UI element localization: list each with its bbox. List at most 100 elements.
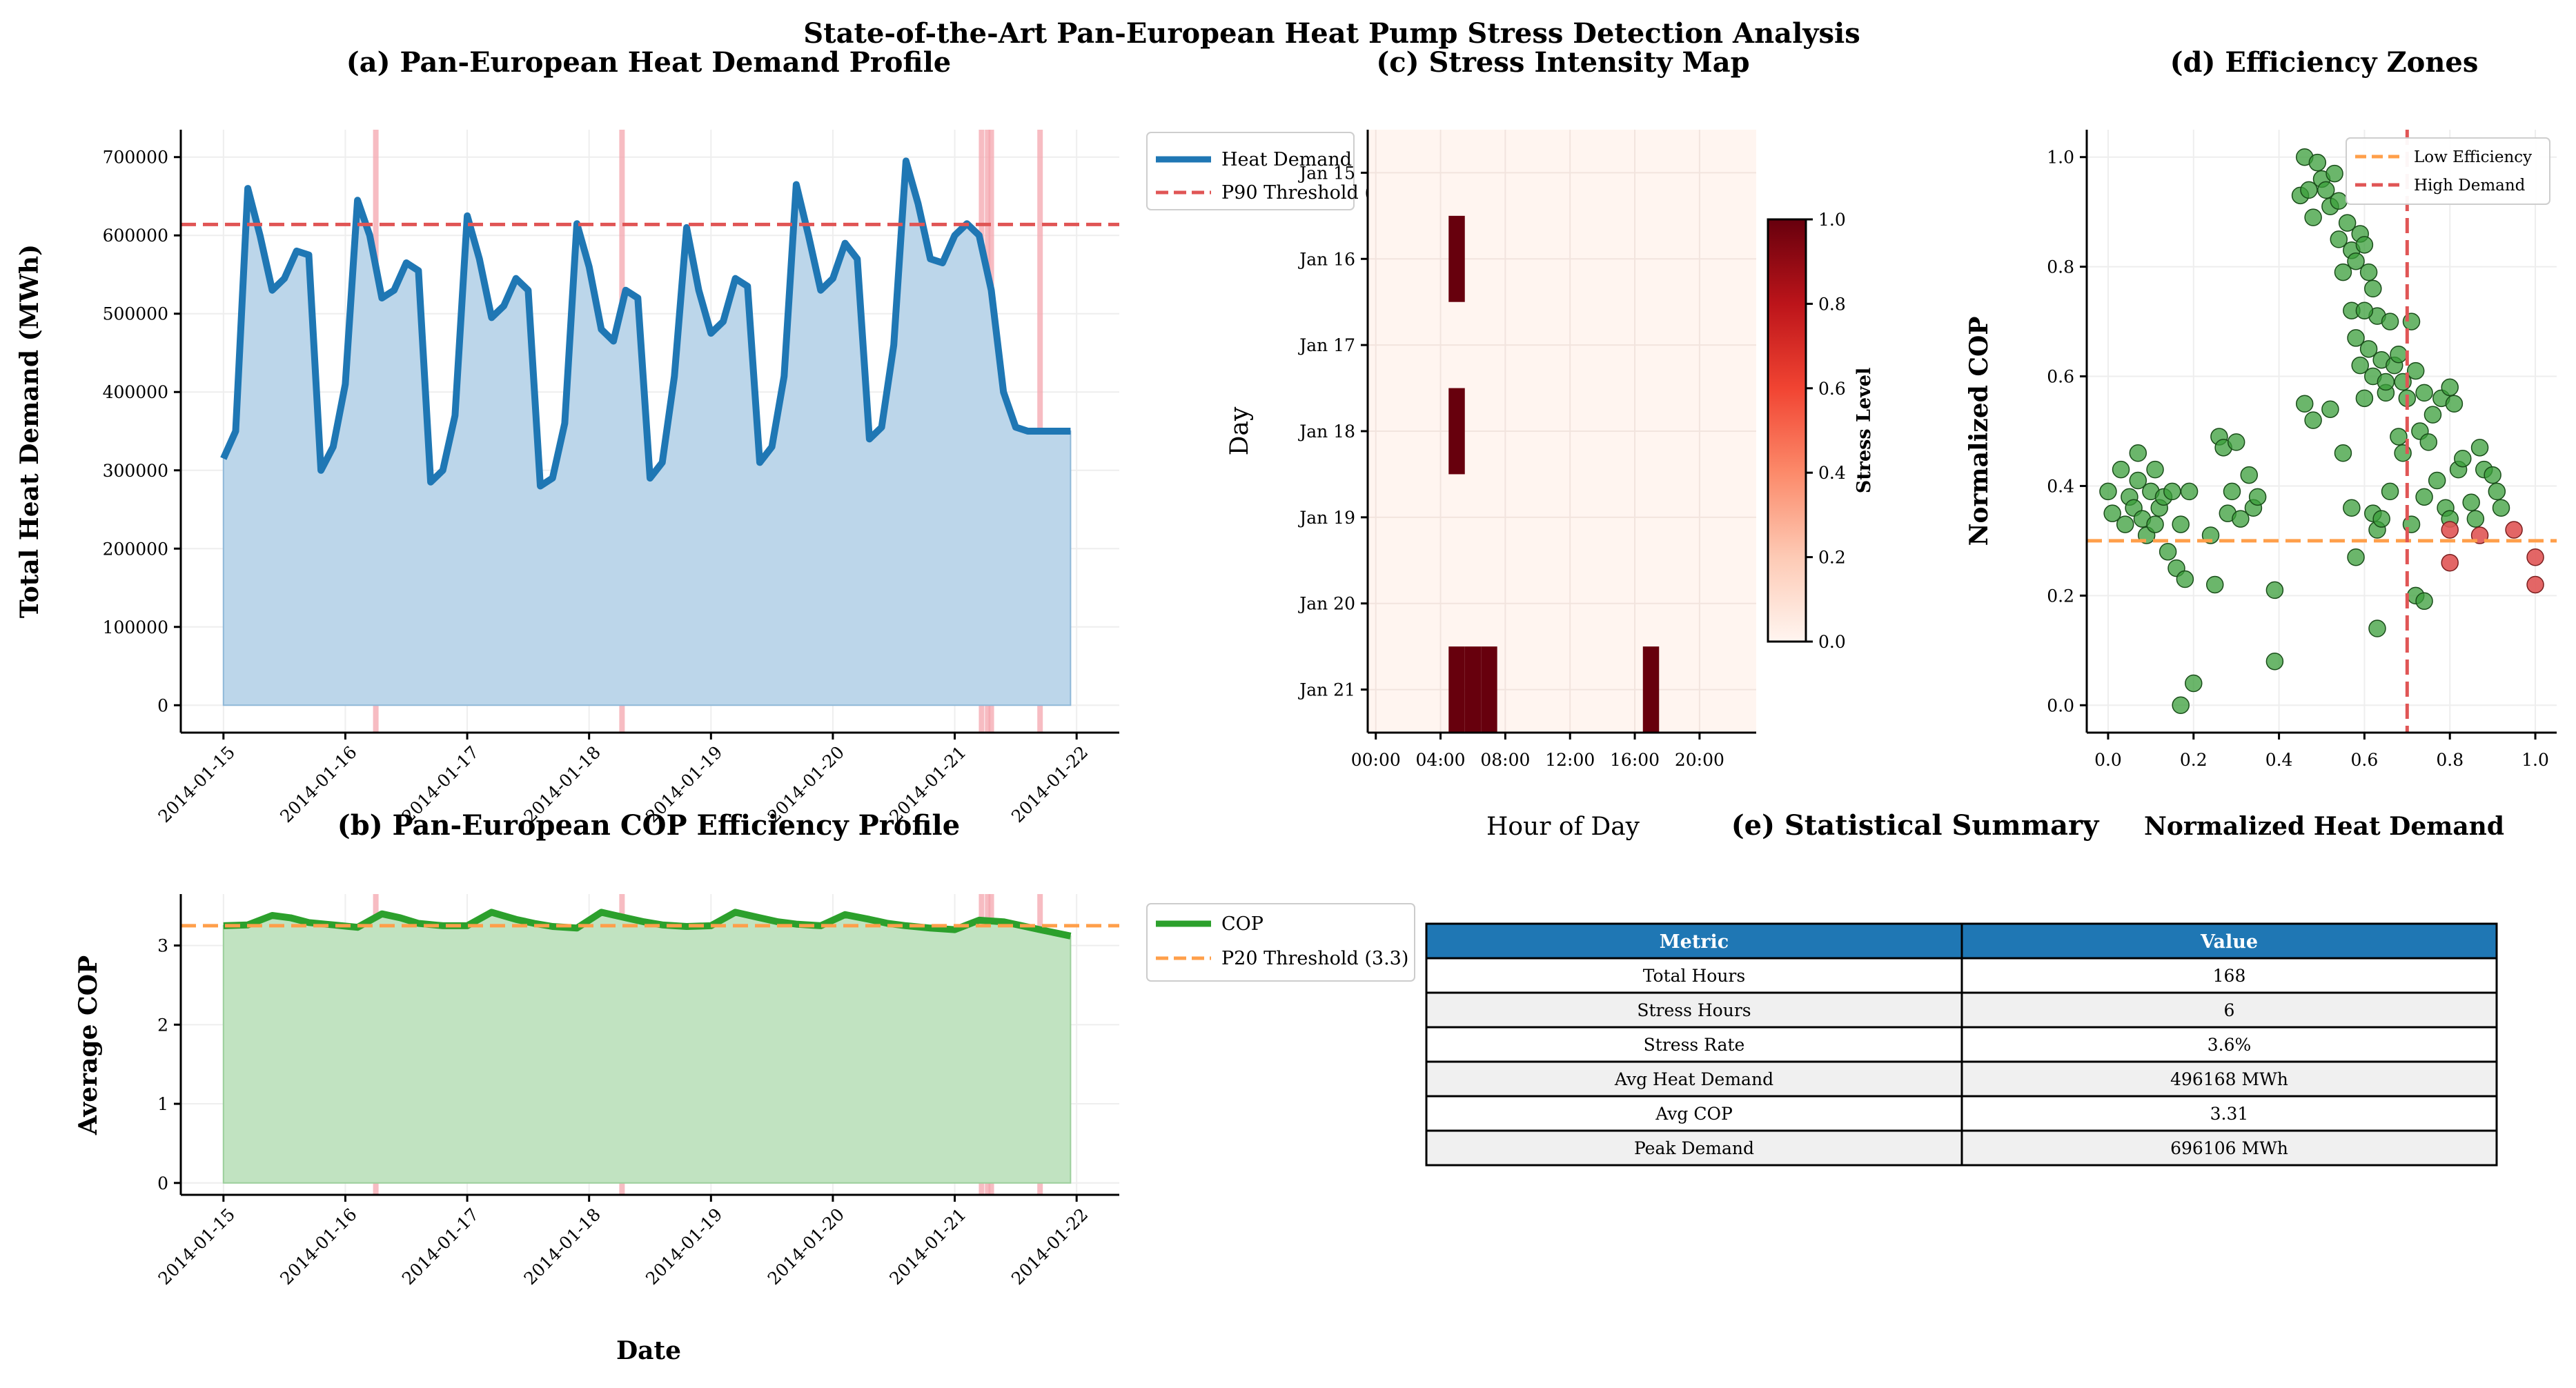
panel-b-title: (b) Pan-European COP Efficiency Profile	[337, 809, 960, 842]
table-row-metric: Avg COP	[1655, 1104, 1733, 1124]
stress-cell	[1464, 646, 1482, 733]
scatter-point-stress	[2441, 521, 2459, 539]
scatter-point-normal	[2390, 428, 2408, 446]
y-tick-label: 100000	[103, 617, 168, 637]
scatter-point-normal	[2334, 263, 2352, 281]
scatter-point-normal	[2163, 482, 2181, 501]
panel-d-title: (d) Efficiency Zones	[2170, 46, 2479, 79]
scatter-point-normal	[2223, 482, 2241, 501]
scatter-point-normal	[2112, 460, 2130, 479]
scatter-point-normal	[2146, 515, 2164, 533]
y-tick-label: 0.6	[2047, 367, 2074, 387]
x-tick-label: 2014-01-18	[520, 1204, 604, 1289]
panel-d-grid	[2087, 130, 2557, 733]
x-tick-label: 00:00	[1351, 750, 1401, 770]
scatter-point-normal	[2099, 482, 2117, 501]
scatter-point-normal	[2172, 515, 2190, 533]
x-tick-label: 2014-01-16	[276, 1204, 360, 1289]
panel-c-xlabel: Hour of Day	[1486, 813, 1640, 841]
y-tick-label: Jan 21	[1297, 680, 1355, 700]
y-tick-label: 200000	[103, 539, 168, 559]
table-row-value: 3.31	[2210, 1104, 2249, 1124]
scatter-point-normal	[2423, 406, 2442, 424]
scatter-point-normal	[2462, 493, 2480, 512]
scatter-point-normal	[2428, 471, 2446, 490]
stress-cell	[1448, 646, 1465, 733]
panel-b-x-ticks: 2014-01-15 2014-01-16 2014-01-17 2014-01-18…	[155, 1195, 1092, 1289]
y-tick-label: 400000	[103, 382, 168, 402]
colorbar-tick-label: 0.6	[1818, 379, 1846, 399]
y-tick-label: Jan 17	[1297, 335, 1355, 355]
x-tick-label: 0.6	[2351, 750, 2379, 770]
x-tick-label: 2014-01-15	[155, 1204, 239, 1289]
scatter-point-normal	[2343, 499, 2361, 517]
x-tick-label: 2014-01-19	[642, 1204, 726, 1289]
x-tick-label: 0.8	[2436, 750, 2464, 770]
panel-d-legend-high-demand: High Demand	[2414, 177, 2526, 195]
stress-cell	[1448, 388, 1465, 475]
x-tick-label: 0.2	[2180, 750, 2208, 770]
scatter-point-normal	[2103, 504, 2121, 522]
scatter-point-normal	[2304, 208, 2322, 226]
scatter-point-normal	[2488, 482, 2506, 501]
panel-b-xlabel: Date	[616, 1336, 681, 1365]
scatter-point-normal	[2347, 252, 2365, 270]
y-tick-label: 2	[157, 1015, 168, 1035]
panel-d-xlabel: Normalized Heat Demand	[2144, 812, 2504, 841]
scatter-point-normal	[2116, 515, 2134, 533]
scatter-point-normal	[2445, 395, 2464, 413]
x-tick-label: 0.4	[2265, 750, 2293, 770]
scatter-point-normal	[2351, 356, 2369, 375]
y-tick-label: Jan 18	[1297, 422, 1355, 442]
scatter-point-normal	[2415, 592, 2433, 611]
panel-b-legend: COP P20 Threshold (3.3)	[1146, 903, 1415, 982]
table-row-metric: Peak Demand	[1634, 1138, 1754, 1158]
colorbar-tick-label: 0.8	[1818, 294, 1846, 314]
scatter-point-normal	[2232, 510, 2250, 528]
stress-cell	[1642, 646, 1660, 733]
y-tick-label: 0.2	[2047, 586, 2074, 606]
scatter-point-normal	[2300, 181, 2318, 199]
y-tick-label: 1	[157, 1094, 168, 1114]
panel-c-ylabel: Day	[1226, 406, 1254, 455]
y-tick-label: 300000	[103, 461, 168, 481]
panel-a-ylabel: Total Heat Demand (MWh)	[15, 244, 44, 618]
table-cell	[1425, 957, 1963, 994]
table-row-value: 6	[2224, 1000, 2235, 1020]
scatter-point-normal	[2381, 313, 2399, 330]
x-tick-label: 2014-01-17	[398, 1204, 482, 1289]
scatter-point-normal	[2205, 575, 2224, 594]
x-tick-label: 0.0	[2094, 750, 2122, 770]
panel-a-y-ticks: 0 100000 200000 300000 400000 500000 600000 700…	[103, 148, 181, 715]
table-header-metric: Metric	[1660, 931, 1729, 953]
panel-a-heat-demand: (a) Pan-European Heat Demand Profile 0 10…	[15, 46, 1372, 826]
scatter-point-normal	[2364, 279, 2382, 298]
x-tick-label: 20:00	[1675, 750, 1724, 770]
panel-a-title: (a) Pan-European Heat Demand Profile	[346, 46, 951, 79]
table-cell	[1960, 1026, 2498, 1063]
scatter-point-stress	[2526, 575, 2544, 594]
scatter-point-stress	[2505, 521, 2523, 539]
panel-d-ylabel: Normalized COP	[1965, 317, 1994, 546]
scatter-point-normal	[2381, 482, 2399, 501]
x-tick-label: 04:00	[1416, 750, 1466, 770]
y-tick-label: 0.4	[2047, 476, 2074, 496]
x-tick-label: 2014-01-21	[885, 1204, 970, 1289]
panel-b-cop: (b) Pan-European COP Efficiency Profile …	[74, 809, 1415, 1365]
panel-d-efficiency-zones: (d) Efficiency Zones 0.00.20.40.60.81.0 …	[1965, 46, 2557, 841]
scatter-point-normal	[2146, 460, 2164, 479]
panel-b-legend-p20: P20 Threshold (3.3)	[1221, 948, 1408, 969]
panel-c-y-ticks: Jan 15 Jan 16 Jan 17 Jan 18 Jan 19 Jan 20 Jan …	[1297, 163, 1368, 700]
x-tick-label: 2014-01-15	[155, 742, 239, 826]
table-header-value: Value	[2200, 931, 2258, 953]
colorbar-tick-label: 0.2	[1818, 548, 1846, 568]
figure-suptitle: State-of-the-Art Pan-European Heat Pump …	[803, 17, 1860, 50]
scatter-point-normal	[2347, 329, 2365, 347]
y-tick-label: 500000	[103, 304, 168, 324]
scatter-point-normal	[2334, 444, 2352, 462]
scatter-point-normal	[2415, 488, 2433, 506]
panel-e-statistical-summary: (e) Statistical Summary Metric Value Total…	[1425, 809, 2498, 1167]
scatter-point-normal	[2454, 449, 2472, 468]
scatter-point-normal	[2355, 301, 2374, 319]
y-tick-label: 0	[157, 1173, 168, 1193]
